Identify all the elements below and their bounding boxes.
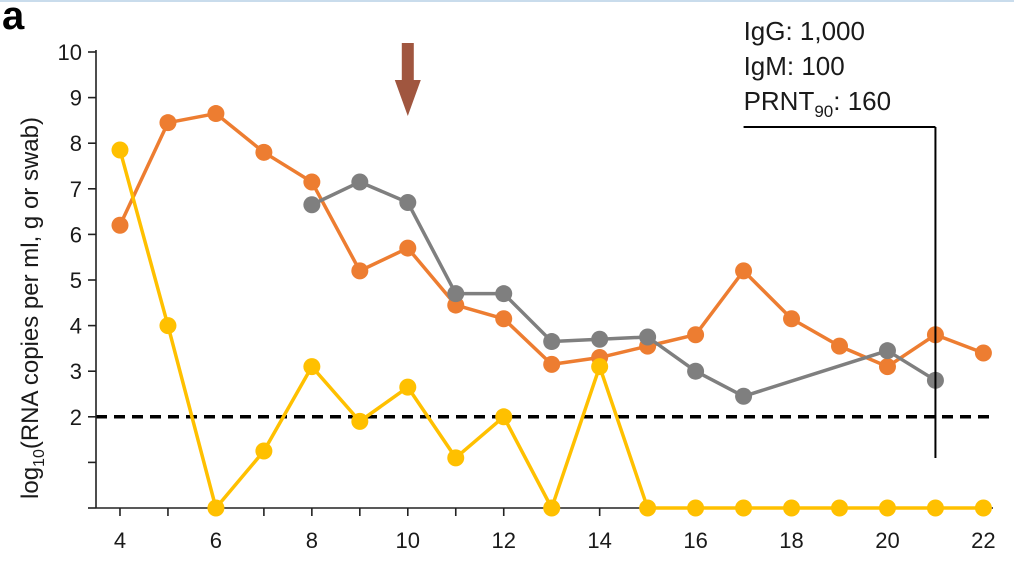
x-tick-label: 10 [396,528,420,553]
data-point [591,330,609,348]
data-point [447,449,465,467]
x-tick-label: 8 [306,528,318,553]
data-point [159,317,177,335]
data-point [783,310,801,328]
data-point [687,326,705,344]
data-point [351,173,369,191]
y-tick-label: 9 [70,86,82,111]
x-tick-label: 14 [587,528,611,553]
y-tick-label: 3 [70,359,82,384]
panel-label: a [2,0,25,38]
series-line [118,111,985,369]
data-point [735,262,753,280]
data-point [111,141,129,159]
data-point [687,499,705,517]
arrow-icon [394,80,421,116]
y-axis-label: log10(RNA copies per ml, g or swab) [17,117,48,499]
data-point [495,408,513,426]
data-point [783,499,801,517]
x-tick-label: 12 [491,528,515,553]
y-tick-label: 6 [70,222,82,247]
antibody-text: IgM: 100 [744,51,845,81]
top-border [0,0,1014,2]
data-point [639,328,657,346]
data-point [878,358,896,376]
antibody-text: IgG: 1,000 [744,16,865,46]
data-point [735,499,753,517]
data-point [639,499,657,517]
data-point [447,285,465,303]
y-tick-label: 2 [70,405,82,430]
data-point [303,173,321,191]
data-point [543,355,561,373]
series-line [118,149,984,510]
data-point [878,342,896,360]
arrow-shaft [401,43,414,83]
data-point [111,216,129,234]
x-tick-label: 18 [779,528,803,553]
data-point [351,262,369,280]
data-point [399,239,417,257]
y-tick-label: 10 [58,40,82,65]
x-tick-label: 4 [114,528,126,553]
y-tick-label: 5 [70,268,82,293]
x-tick-label: 6 [210,528,222,553]
series-line [311,180,937,399]
data-point [974,344,992,362]
data-point [735,387,753,405]
data-point [399,378,417,396]
data-point [495,285,513,303]
data-point [974,499,992,517]
data-point [303,358,321,376]
data-point [207,105,225,123]
data-point [687,362,705,380]
y-tick-label: 4 [70,314,82,339]
data-point [926,499,944,517]
x-tick-label: 16 [683,528,707,553]
data-point [495,310,513,328]
x-tick-label: 20 [875,528,899,553]
data-point [303,196,321,214]
data-point [351,412,369,430]
prnt-text: PRNT90: 160 [744,86,892,121]
data-point [399,193,417,211]
data-point [543,499,561,517]
y-tick-label: 7 [70,177,82,202]
data-point [543,333,561,351]
x-tick-label: 22 [971,528,995,553]
y-tick-label: 8 [70,131,82,156]
data-point [878,499,896,517]
data-point [207,499,225,517]
data-point [831,499,849,517]
data-point [831,337,849,355]
data-point [255,442,273,460]
data-point [255,143,273,161]
data-point [159,114,177,132]
data-point [591,358,609,376]
